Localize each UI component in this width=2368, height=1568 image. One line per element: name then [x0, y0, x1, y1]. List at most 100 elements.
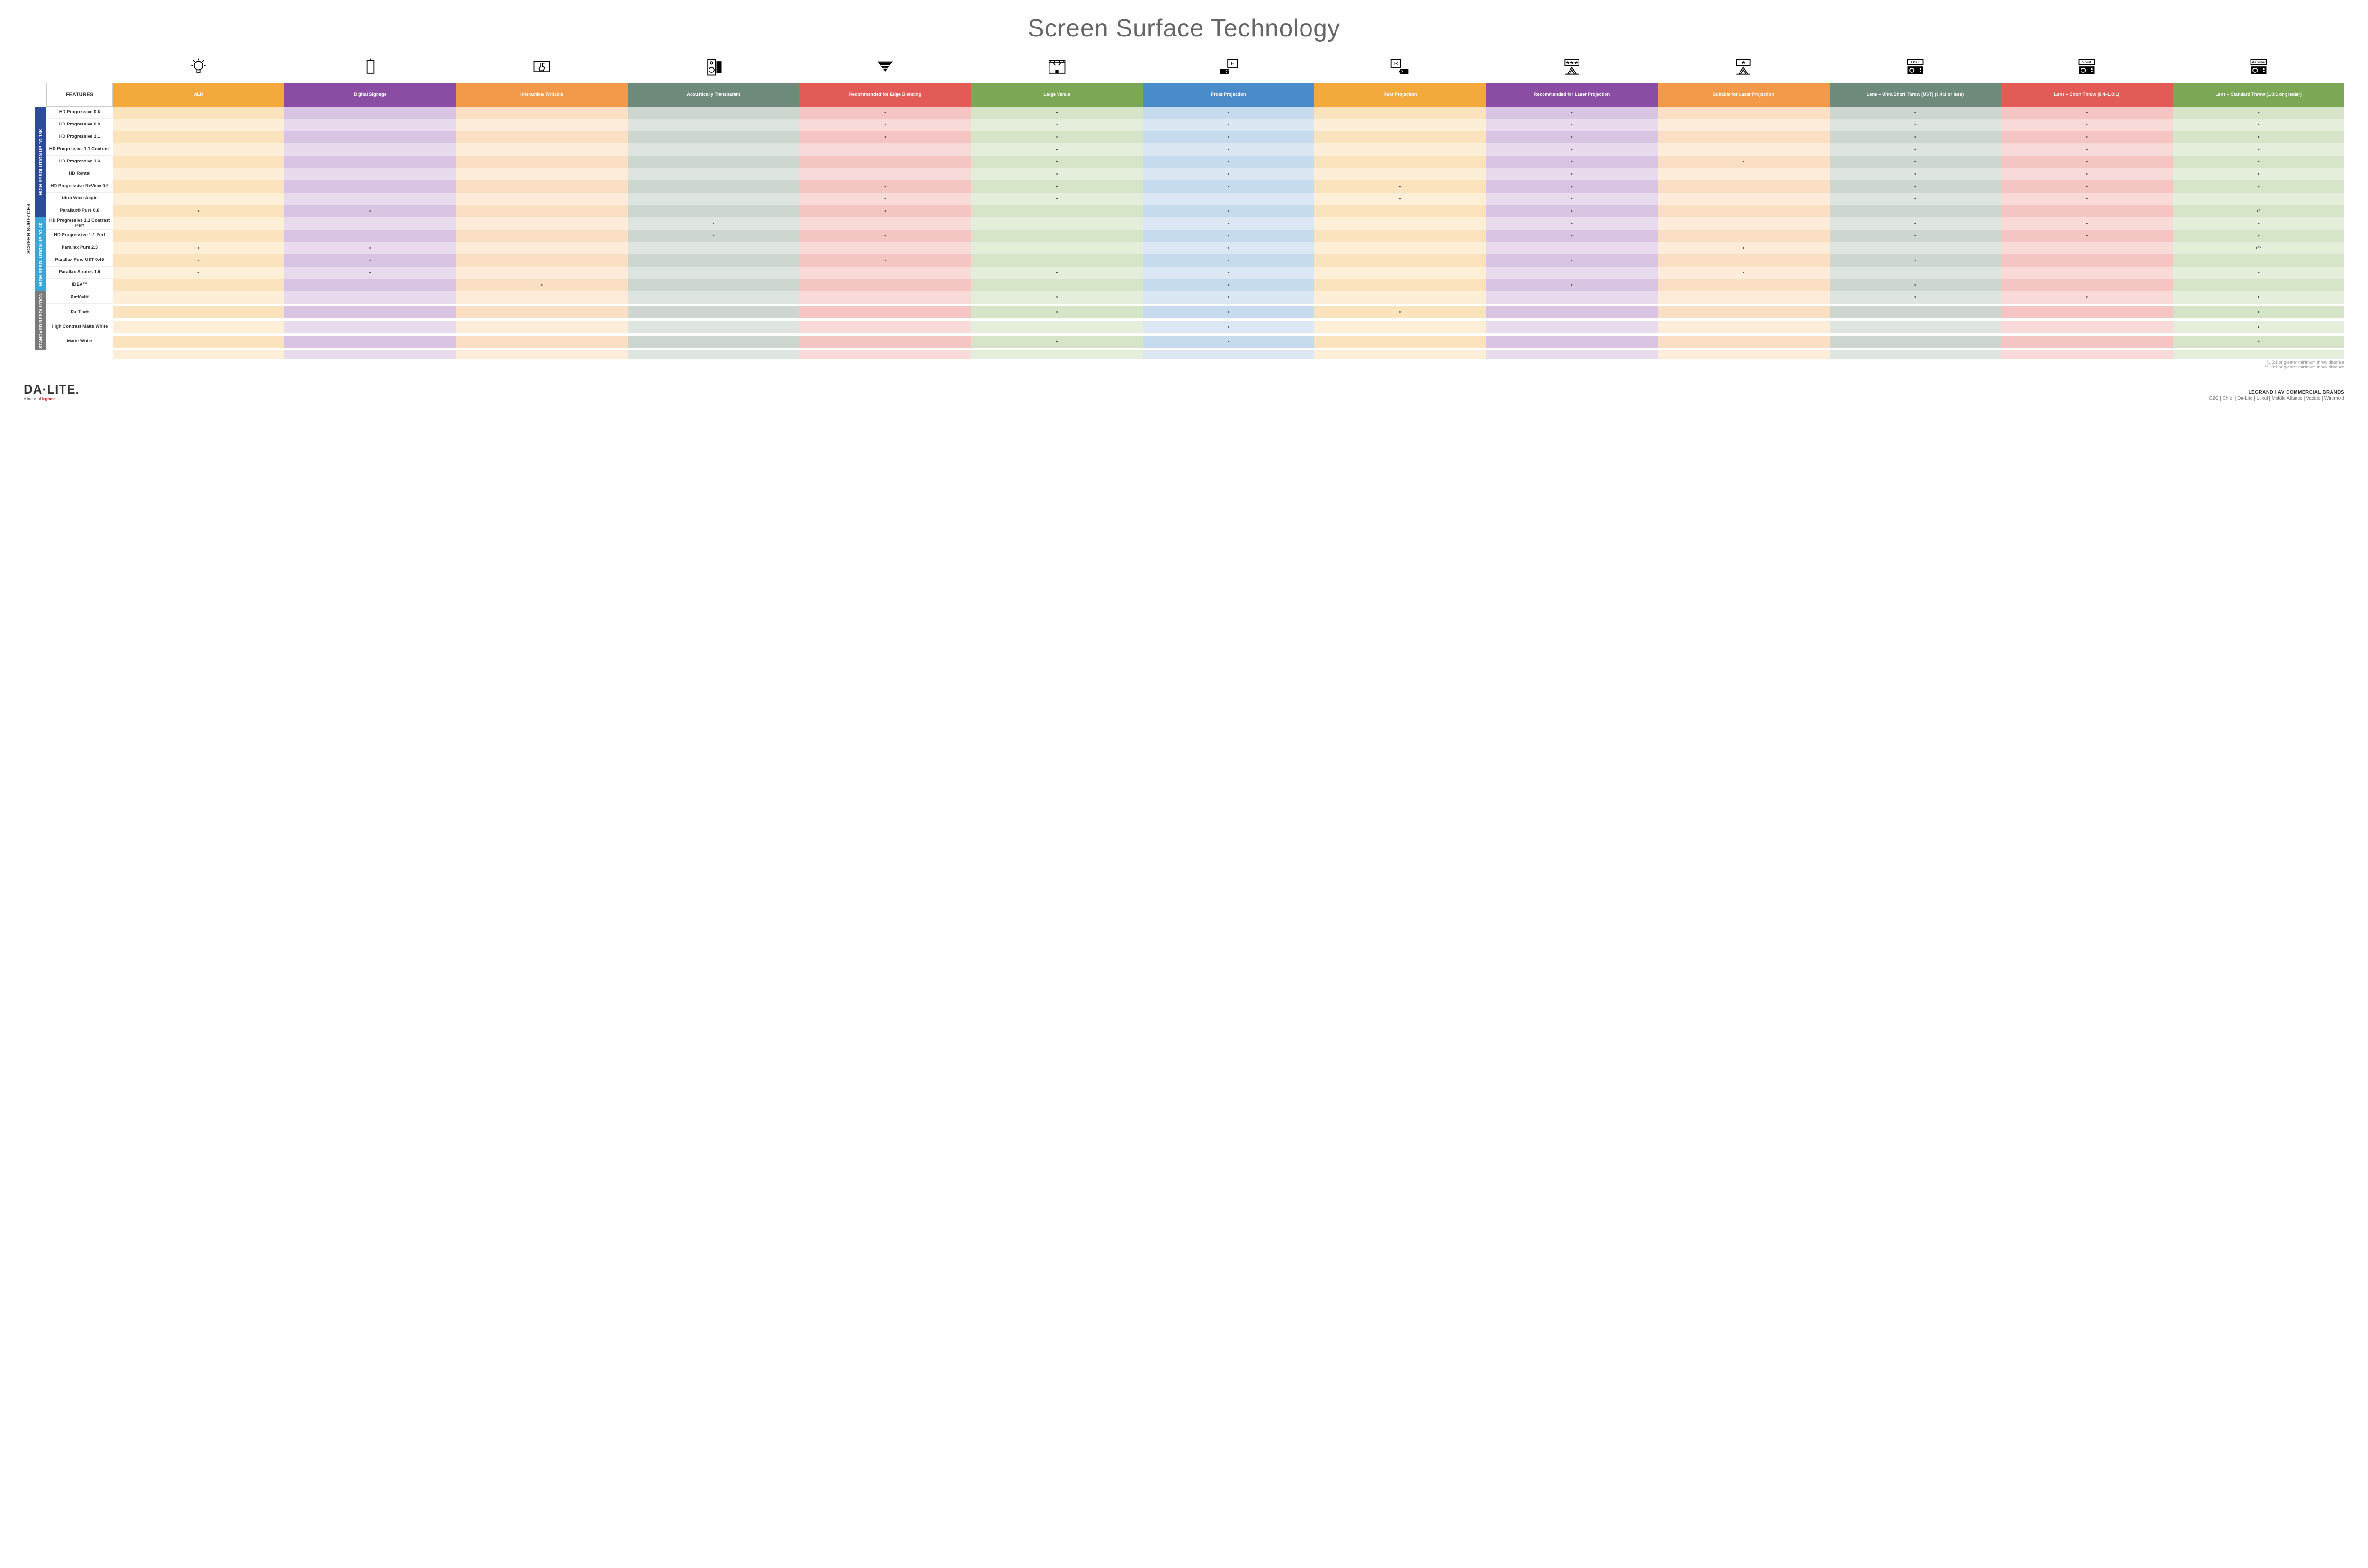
cell: •**: [2173, 242, 2344, 254]
cell: •*: [2173, 205, 2344, 217]
cell: •: [799, 254, 971, 267]
cell: •: [971, 119, 1142, 131]
cell: •: [2001, 143, 2172, 156]
cell: [456, 180, 628, 193]
cell: [799, 306, 971, 318]
cell: •: [2001, 107, 2172, 119]
cell: [1314, 279, 1486, 291]
cell: [628, 143, 799, 156]
cell: •: [456, 279, 628, 291]
cell: •: [1143, 321, 1314, 333]
cell: •: [284, 254, 456, 267]
svg-text:F: F: [1231, 61, 1234, 66]
svg-text:★★★: ★★★: [1565, 61, 1578, 66]
cell: [284, 168, 456, 180]
cell: [1314, 242, 1486, 254]
cell: [1314, 336, 1486, 348]
cell: [1314, 107, 1486, 119]
cell: [628, 267, 799, 279]
col-head-large: Large Venue: [971, 83, 1142, 107]
cell: •: [1658, 267, 1829, 279]
suitLaser-icon: ★: [1658, 54, 1829, 83]
brand-logo: DA·LITE.: [24, 382, 80, 397]
cell: [1143, 193, 1314, 205]
cell: •: [799, 180, 971, 193]
cell: •: [1830, 254, 2001, 267]
cell: [628, 205, 799, 217]
cell: [1314, 267, 1486, 279]
cell: •: [1143, 242, 1314, 254]
cell: [456, 131, 628, 143]
cell: •: [1486, 180, 1658, 193]
svg-text:UST: UST: [1911, 60, 1920, 64]
cell: [2001, 279, 2172, 291]
cell: [628, 279, 799, 291]
cell: •: [799, 205, 971, 217]
cell: [628, 119, 799, 131]
cell: [113, 291, 284, 304]
blank-cell: [2173, 350, 2344, 359]
col-head-rear: Rear Projection: [1314, 83, 1486, 107]
blank-cell: [1314, 350, 1486, 359]
cell: [456, 156, 628, 168]
cell: [456, 230, 628, 242]
cell: [456, 336, 628, 348]
cell: [456, 205, 628, 217]
cell: •: [1314, 180, 1486, 193]
col-head-alr: ALR: [113, 83, 284, 107]
cell: [1486, 267, 1658, 279]
page-title: Screen Surface Technology: [24, 14, 2344, 43]
cell: •: [1830, 107, 2001, 119]
ust-icon: UST: [1830, 54, 2001, 83]
side-label-screen-surfaces: SCREEN SURFACES: [24, 107, 35, 350]
col-head-acoustic: Acoustically Transparent: [628, 83, 799, 107]
cell: [799, 143, 971, 156]
row-label: HD Progressive 1.1: [46, 131, 113, 143]
svg-text:R: R: [1394, 61, 1398, 66]
cell: [284, 193, 456, 205]
col-head-front: Front Projection: [1143, 83, 1314, 107]
cell: [1486, 291, 1658, 304]
row-label: HD Progressive 0.9: [46, 119, 113, 131]
cell: •: [799, 107, 971, 119]
cell: [1658, 193, 1829, 205]
svg-text:Short: Short: [2082, 60, 2091, 64]
cell: [284, 279, 456, 291]
row-label: HD Progressive 1.1 Perf: [46, 230, 113, 242]
cell: [799, 168, 971, 180]
cell: •: [1658, 242, 1829, 254]
cell: •: [2001, 180, 2172, 193]
cell: •: [971, 267, 1142, 279]
cell: [1658, 107, 1829, 119]
cell: [1830, 321, 2001, 333]
cell: [628, 321, 799, 333]
cell: •: [2173, 336, 2344, 348]
cell: [2173, 279, 2344, 291]
cell: [284, 119, 456, 131]
cell: [799, 291, 971, 304]
row-label: Parallax Pure UST 0.45: [46, 254, 113, 267]
large-icon: [971, 54, 1142, 83]
blank-cell: [1143, 350, 1314, 359]
cell: •: [799, 230, 971, 242]
cell: [456, 119, 628, 131]
blank-cell: [799, 350, 971, 359]
cell: •: [1143, 336, 1314, 348]
cell: [2001, 306, 2172, 318]
row-label: HD Progressive 1.1 Contrast Perf: [46, 217, 113, 230]
cell: [1658, 291, 1829, 304]
cell: •: [2001, 230, 2172, 242]
cell: [456, 267, 628, 279]
cell: •: [113, 254, 284, 267]
cell: [628, 291, 799, 304]
cell: [628, 131, 799, 143]
cell: •: [1830, 119, 2001, 131]
cell: [1830, 242, 2001, 254]
cell: •: [628, 217, 799, 230]
cell: •: [1143, 267, 1314, 279]
blank-cell: [628, 350, 799, 359]
cell: [1314, 143, 1486, 156]
cell: [1486, 336, 1658, 348]
cell: [113, 131, 284, 143]
cell: •: [1486, 119, 1658, 131]
